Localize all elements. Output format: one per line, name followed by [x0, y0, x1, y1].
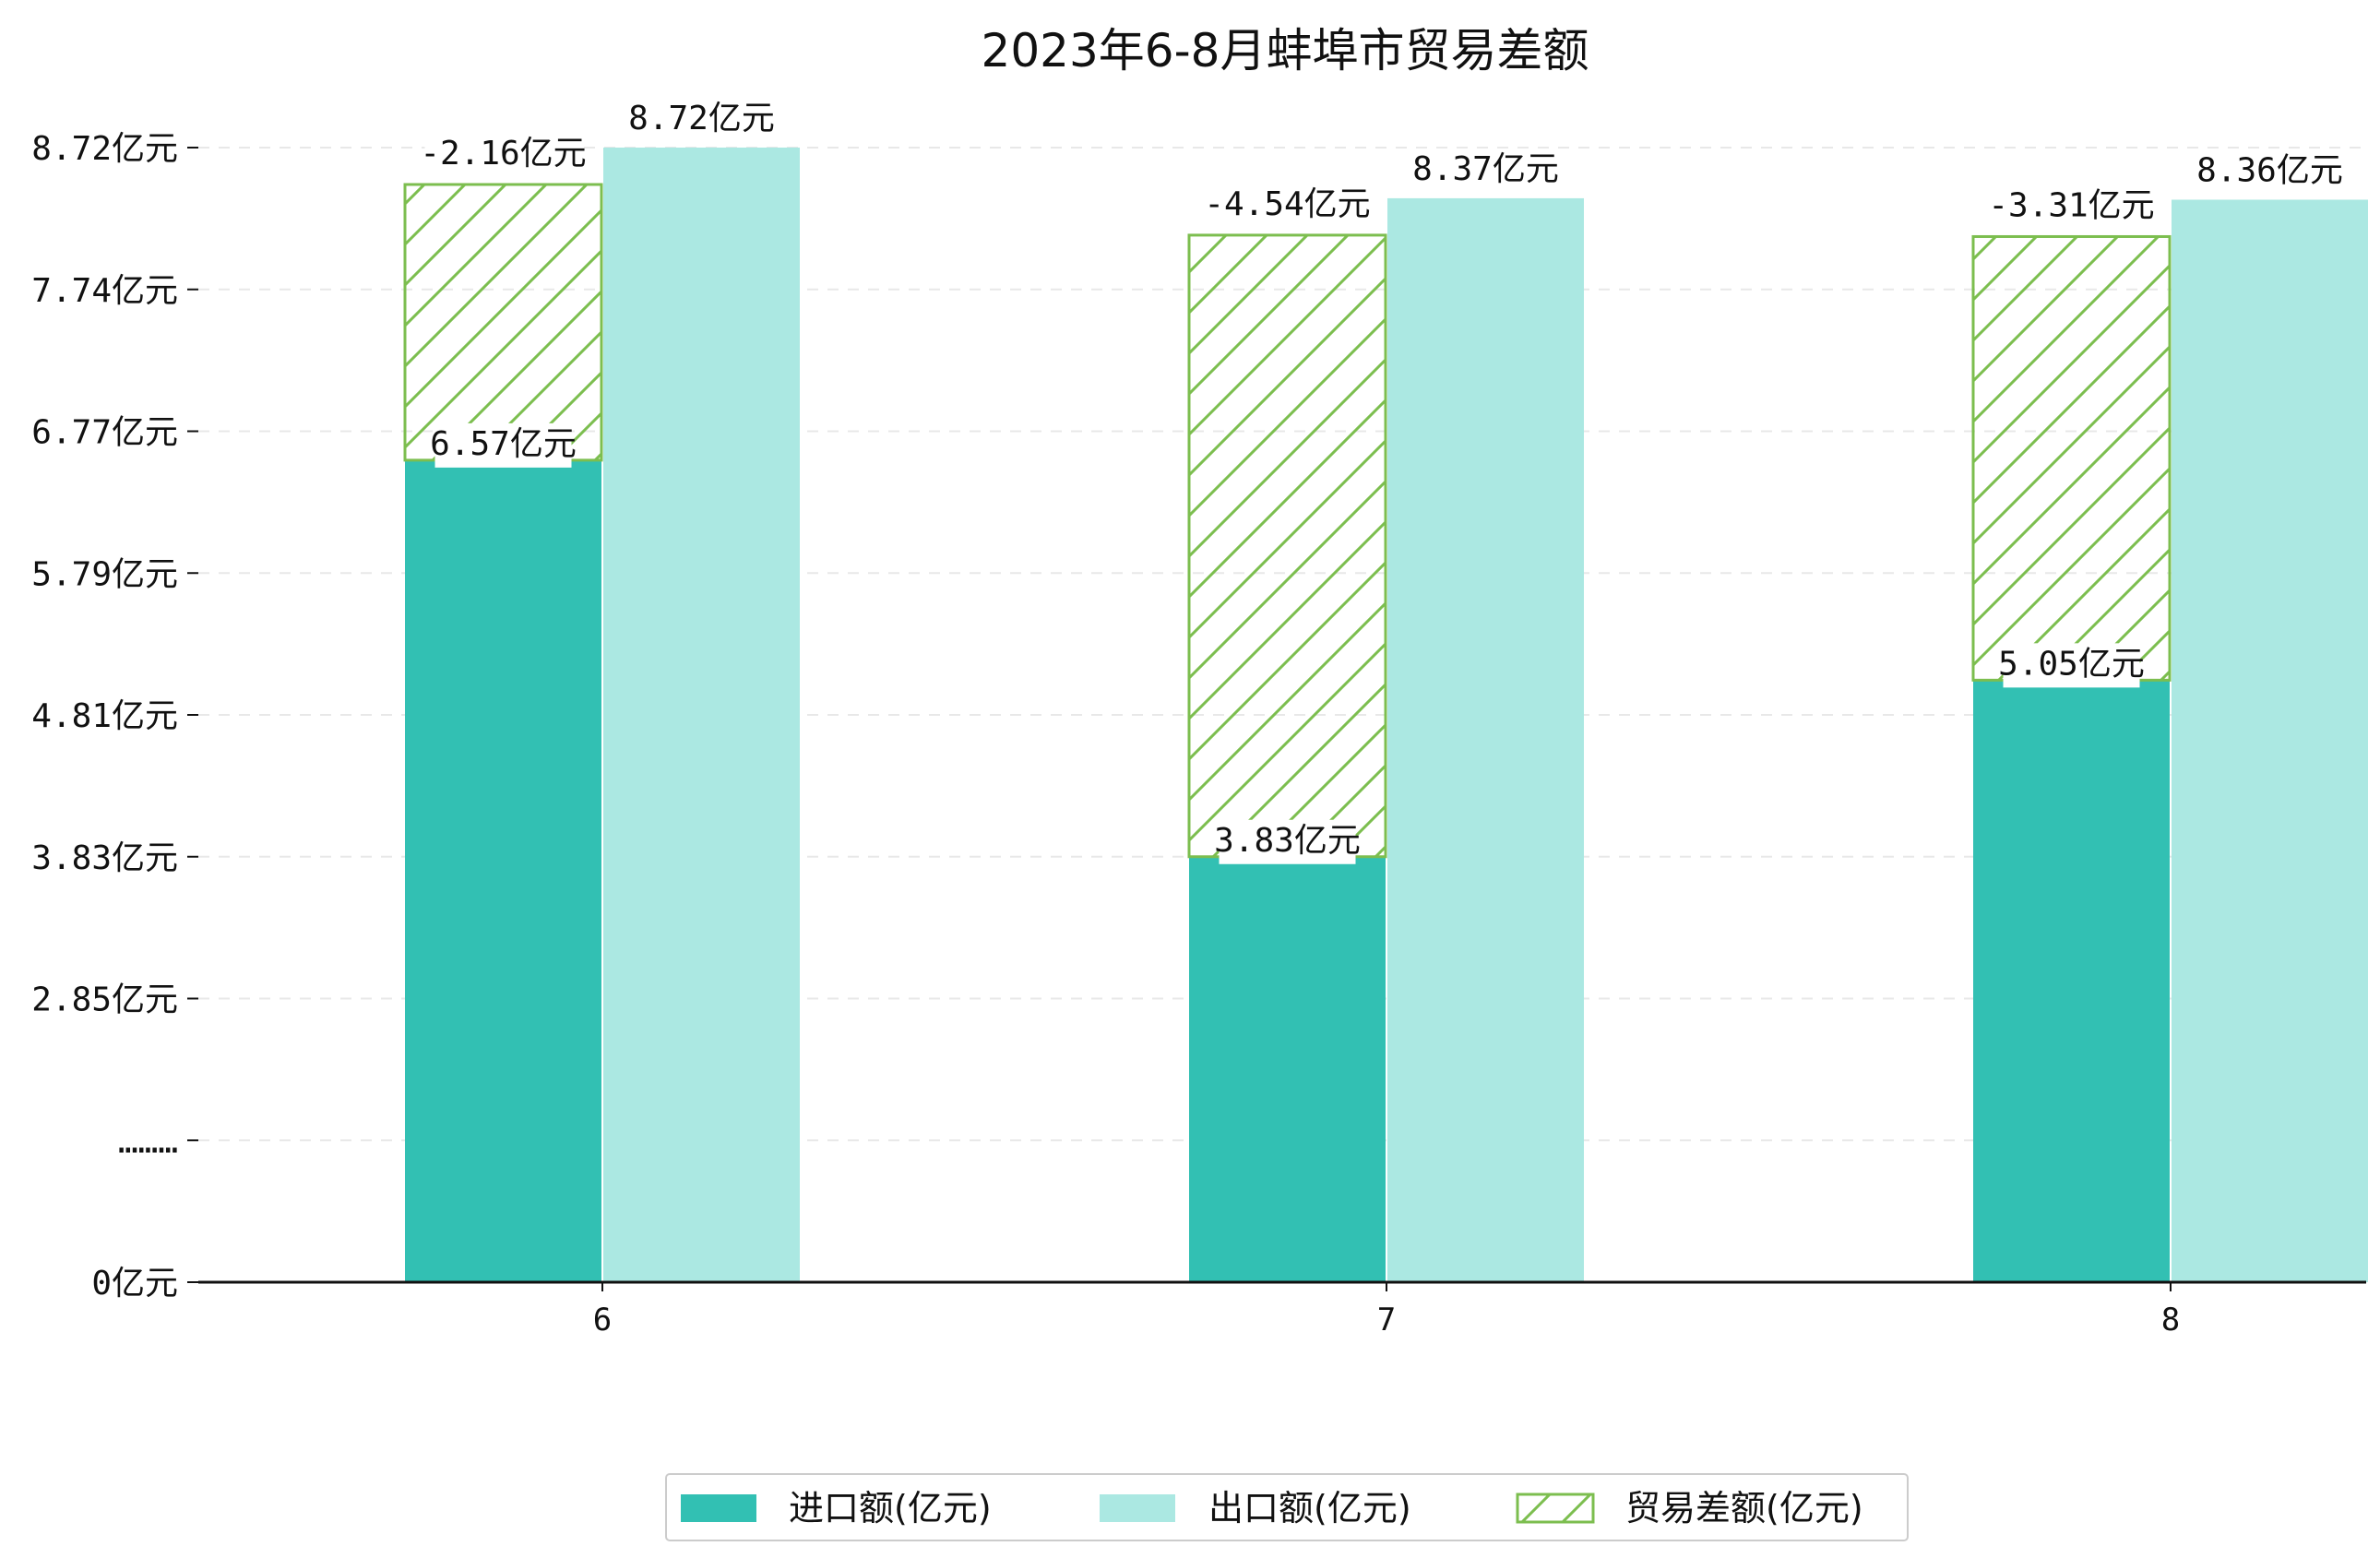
- y-tick-label: 4.81亿元: [31, 697, 178, 735]
- data-label-import-7-bg: [1219, 819, 1356, 864]
- y-tick-label: 3.83亿元: [31, 839, 178, 877]
- data-label-balance-7-bg: [1208, 183, 1366, 228]
- bar-import-8: [1973, 680, 2170, 1282]
- legend-label-2: 贸易差额(亿元): [1625, 1488, 1863, 1528]
- data-label-balance-6: -2.16亿元: [420, 135, 586, 172]
- data-label-import-7: 3.83亿元: [1214, 822, 1361, 860]
- data-label-balance-7: -4.54亿元: [1204, 185, 1370, 223]
- data-label-export-7: 8.37亿元: [1412, 150, 1559, 188]
- bar-export-7: [1387, 197, 1584, 1282]
- y-tick-label: 8.72亿元: [31, 130, 178, 168]
- legend-swatch-2: [1516, 1493, 1595, 1524]
- x-tick-label: 6: [593, 1302, 612, 1338]
- bar-balance-8: [1971, 234, 2172, 682]
- legend-label-0: 进口额(亿元): [789, 1488, 992, 1528]
- bar-import-6: [405, 459, 601, 1282]
- data-label-export-7-bg: [1417, 148, 1554, 193]
- data-label-balance-8: -3.31亿元: [1988, 186, 2154, 224]
- data-label-import-8-bg: [2003, 643, 2140, 688]
- legend-box: [665, 1473, 1909, 1541]
- data-label-balance-8-bg: [1993, 184, 2150, 230]
- data-label-export-8: 8.36亿元: [2196, 151, 2343, 189]
- data-label-import-8: 5.05亿元: [1998, 645, 2145, 683]
- legend-swatch-0: [681, 1494, 756, 1522]
- y-tick-label: 6.77亿元: [31, 414, 178, 452]
- y-tick-label: 2.85亿元: [31, 981, 178, 1019]
- bar-export-6: [603, 148, 800, 1282]
- data-label-import-6-bg: [434, 422, 572, 468]
- x-tick-label: 7: [1377, 1302, 1396, 1338]
- y-tick-label: ………: [118, 1123, 178, 1160]
- data-label-export-6-bg: [633, 98, 770, 142]
- y-tick-label: 5.79亿元: [31, 555, 178, 593]
- chart-title: 2023年6-8月蚌埠市贸易差额: [982, 24, 1589, 77]
- bar-balance-6: [403, 183, 603, 462]
- bar-balance-7: [1187, 233, 1387, 859]
- bar-export-8: [2172, 199, 2368, 1282]
- bar-import-7: [1189, 856, 1386, 1282]
- legend-label-1: 出口额(亿元): [1208, 1488, 1411, 1528]
- y-tick-label: 7.74亿元: [31, 272, 178, 310]
- x-tick-label: 8: [2161, 1302, 2180, 1338]
- legend-swatch-1: [1100, 1494, 1175, 1522]
- data-label-export-6: 8.72亿元: [628, 100, 775, 137]
- data-label-balance-6-bg: [424, 133, 582, 177]
- data-label-export-8-bg: [2201, 149, 2338, 195]
- y-tick-label: 0亿元: [91, 1265, 178, 1302]
- data-label-import-6: 6.57亿元: [430, 425, 577, 463]
